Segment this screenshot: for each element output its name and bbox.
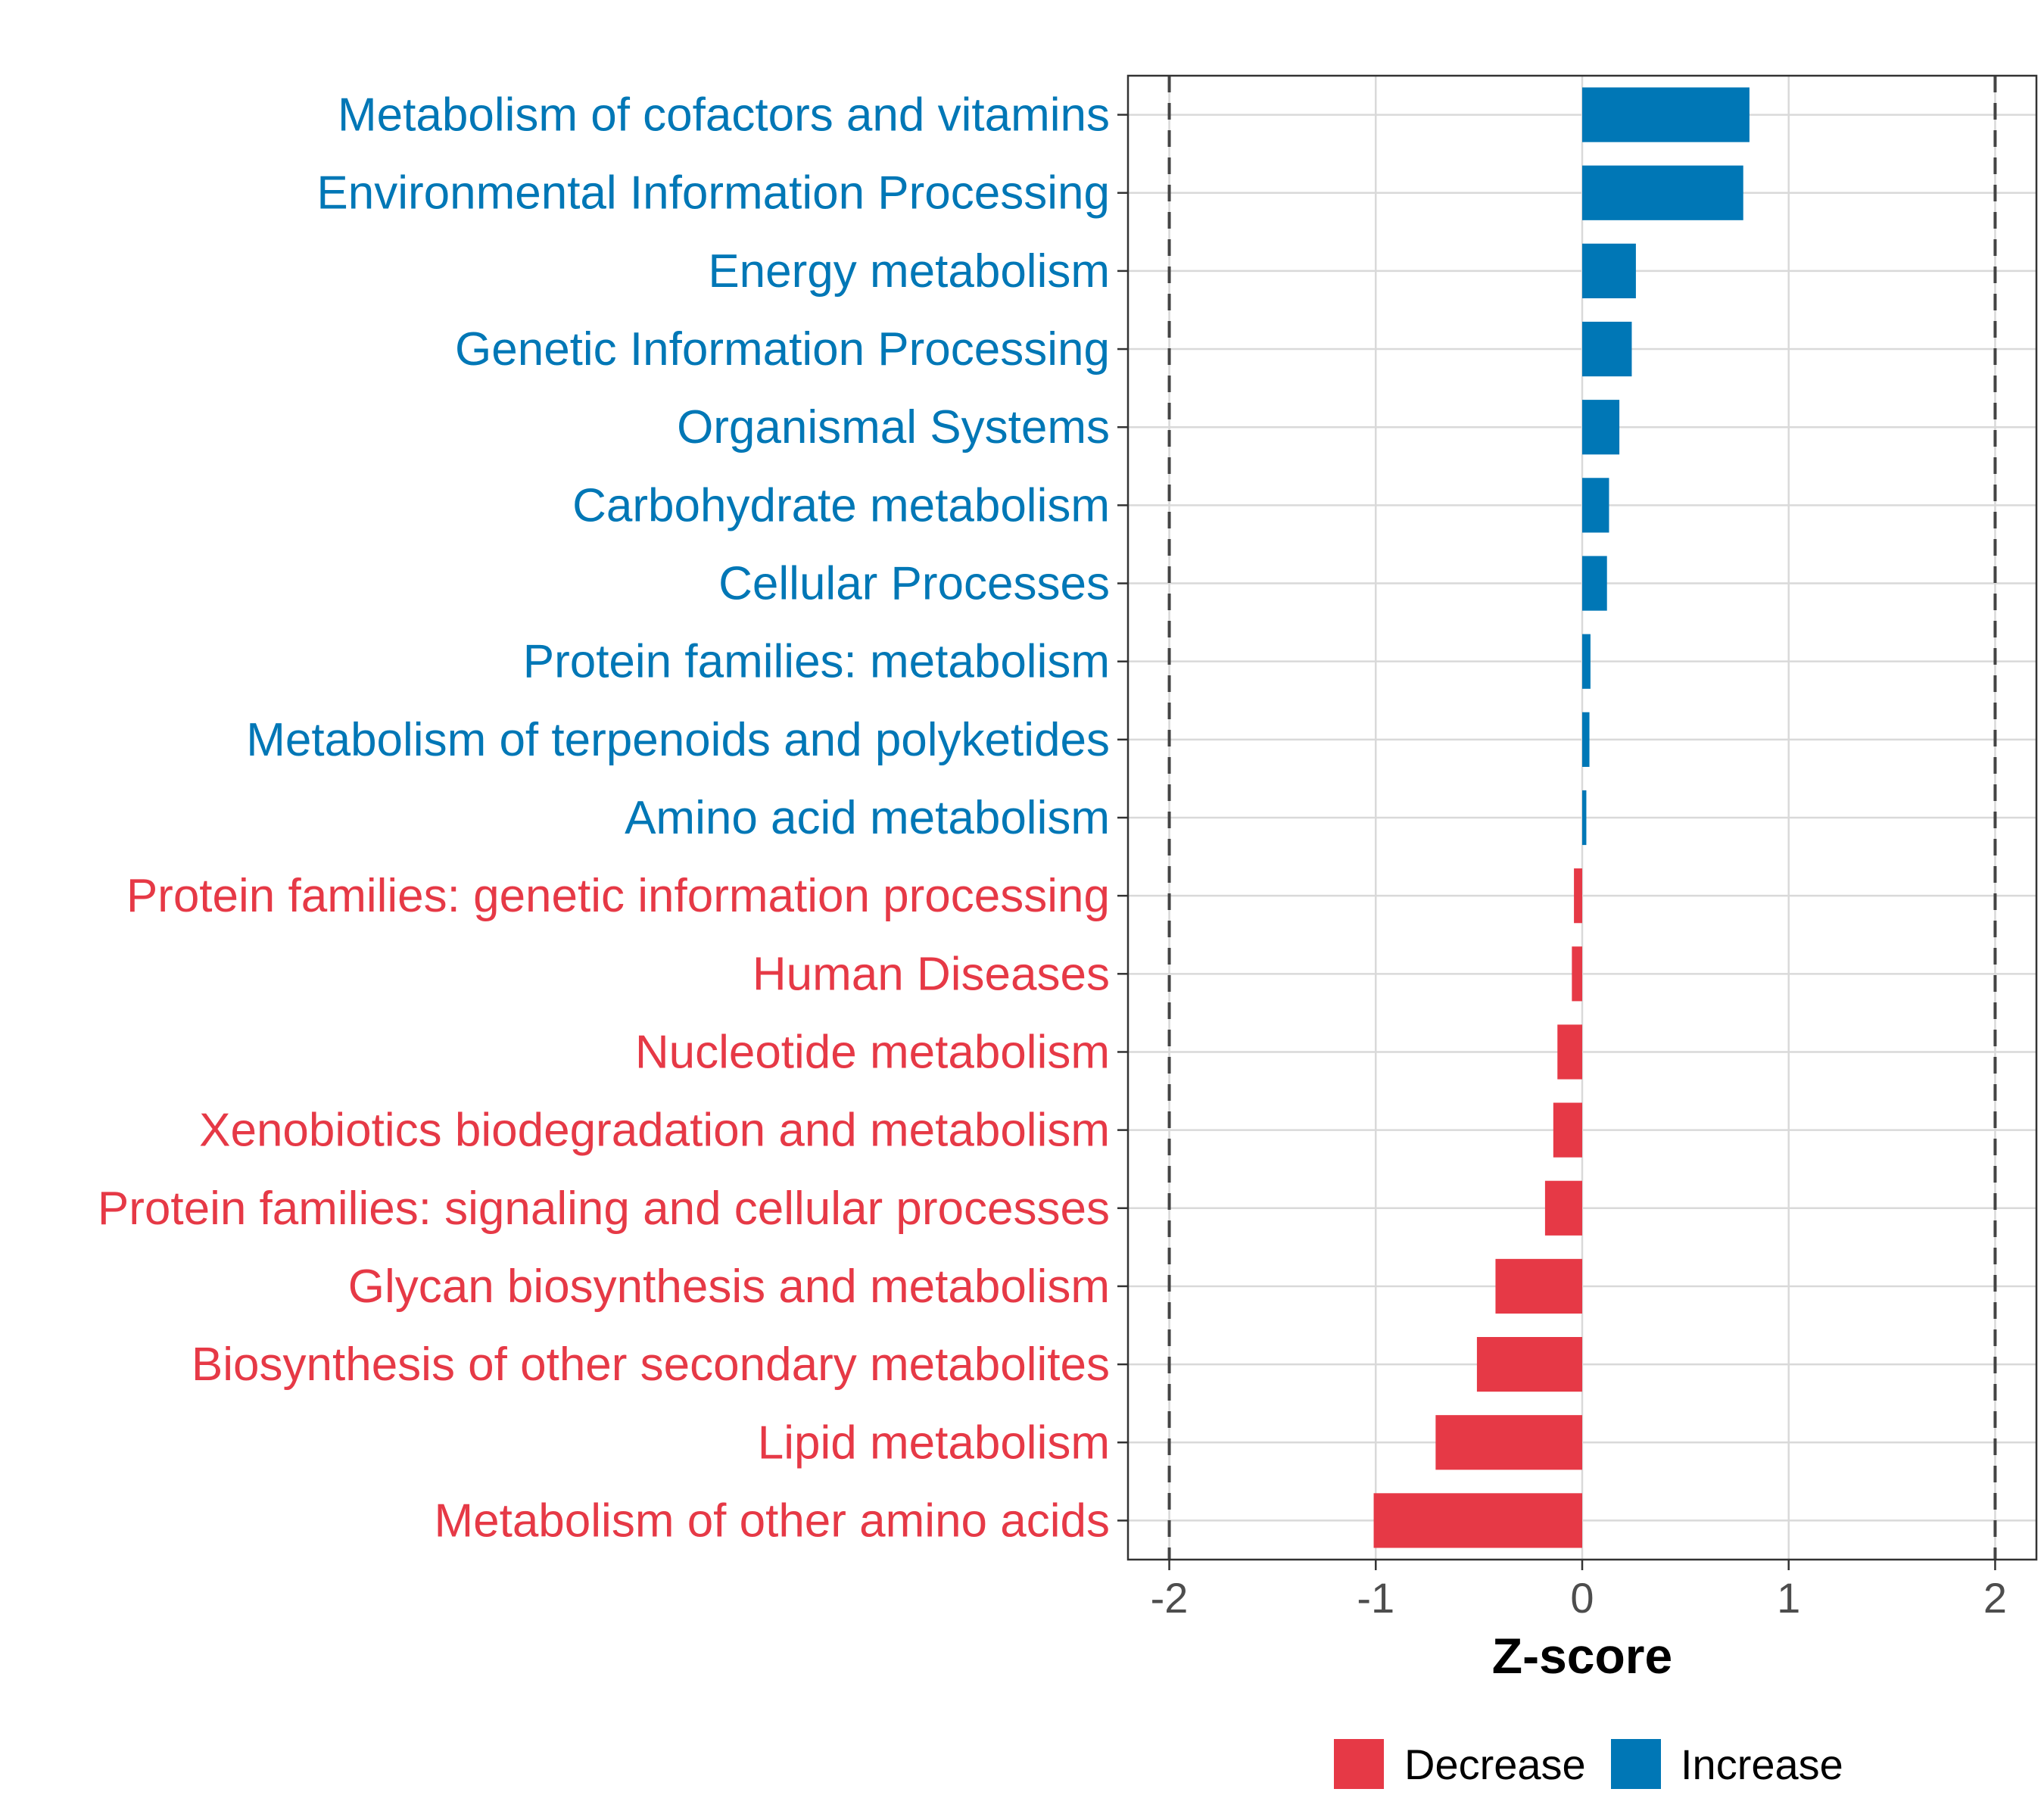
bar-12 bbox=[1557, 1024, 1582, 1080]
legend: Decrease Increase bbox=[1334, 1739, 1843, 1789]
bars bbox=[1373, 87, 1750, 1548]
bar-10 bbox=[1574, 868, 1582, 924]
category-label-13: Xenobiotics biodegradation and metabolis… bbox=[199, 1105, 1110, 1157]
category-label-2: Energy metabolism bbox=[708, 245, 1110, 298]
category-label-11: Human Diseases bbox=[752, 948, 1110, 1000]
legend-label-increase: Increase bbox=[1681, 1741, 1843, 1788]
bar-1 bbox=[1582, 165, 1743, 220]
x-tick-label-4: 2 bbox=[1983, 1574, 2007, 1622]
category-label-14: Protein families: signaling and cellular… bbox=[98, 1183, 1110, 1235]
bar-5 bbox=[1582, 478, 1609, 533]
category-label-6: Cellular Processes bbox=[718, 558, 1110, 610]
x-tick-label-0: -2 bbox=[1151, 1574, 1189, 1622]
bar-13 bbox=[1553, 1102, 1582, 1158]
bar-16 bbox=[1476, 1337, 1582, 1392]
category-label-5: Carbohydrate metabolism bbox=[572, 479, 1110, 531]
bar-17 bbox=[1435, 1415, 1582, 1470]
x-tick-label-2: 0 bbox=[1570, 1574, 1594, 1622]
category-label-17: Lipid metabolism bbox=[758, 1417, 1110, 1469]
category-label-10: Protein families: genetic information pr… bbox=[126, 870, 1110, 922]
bar-11 bbox=[1572, 946, 1582, 1002]
bar-14 bbox=[1544, 1180, 1582, 1236]
bar-2 bbox=[1582, 243, 1636, 298]
x-tick-label-3: 1 bbox=[1777, 1574, 1800, 1622]
category-label-16: Biosynthesis of other secondary metaboli… bbox=[192, 1339, 1110, 1391]
bar-8 bbox=[1582, 712, 1590, 767]
bar-6 bbox=[1582, 556, 1607, 611]
category-label-0: Metabolism of cofactors and vitamins bbox=[338, 89, 1110, 142]
x-axis-title: Z-score bbox=[1492, 1628, 1672, 1684]
category-label-12: Nucleotide metabolism bbox=[635, 1026, 1110, 1078]
bar-15 bbox=[1495, 1258, 1582, 1314]
y-axis-ticks bbox=[1117, 114, 1128, 1522]
bar-9 bbox=[1582, 790, 1587, 846]
bar-3 bbox=[1582, 321, 1632, 377]
bar-4 bbox=[1582, 400, 1620, 455]
x-axis-ticks: -2 -1 0 1 2 bbox=[1151, 1560, 2007, 1622]
reference-lines bbox=[1167, 76, 1997, 1560]
category-label-3: Genetic Information Processing bbox=[455, 323, 1110, 376]
bar-0 bbox=[1582, 87, 1750, 142]
category-label-15: Glycan biosynthesis and metabolism bbox=[348, 1261, 1110, 1313]
category-label-8: Metabolism of terpenoids and polyketides bbox=[246, 714, 1110, 766]
category-label-1: Environmental Information Processing bbox=[316, 167, 1110, 220]
legend-label-decrease: Decrease bbox=[1404, 1741, 1586, 1788]
category-label-9: Amino acid metabolism bbox=[625, 792, 1110, 844]
category-label-18: Metabolism of other amino acids bbox=[434, 1494, 1110, 1547]
bar-18 bbox=[1373, 1493, 1582, 1548]
bar-7 bbox=[1582, 634, 1591, 689]
category-label-4: Organismal Systems bbox=[677, 401, 1110, 453]
x-tick-label-1: -1 bbox=[1357, 1574, 1394, 1622]
legend-swatch-increase bbox=[1611, 1739, 1661, 1789]
legend-swatch-decrease bbox=[1334, 1739, 1384, 1789]
category-labels: Metabolism of cofactors and vitamins Envi… bbox=[98, 89, 1110, 1547]
category-label-7: Protein families: metabolism bbox=[523, 636, 1110, 688]
